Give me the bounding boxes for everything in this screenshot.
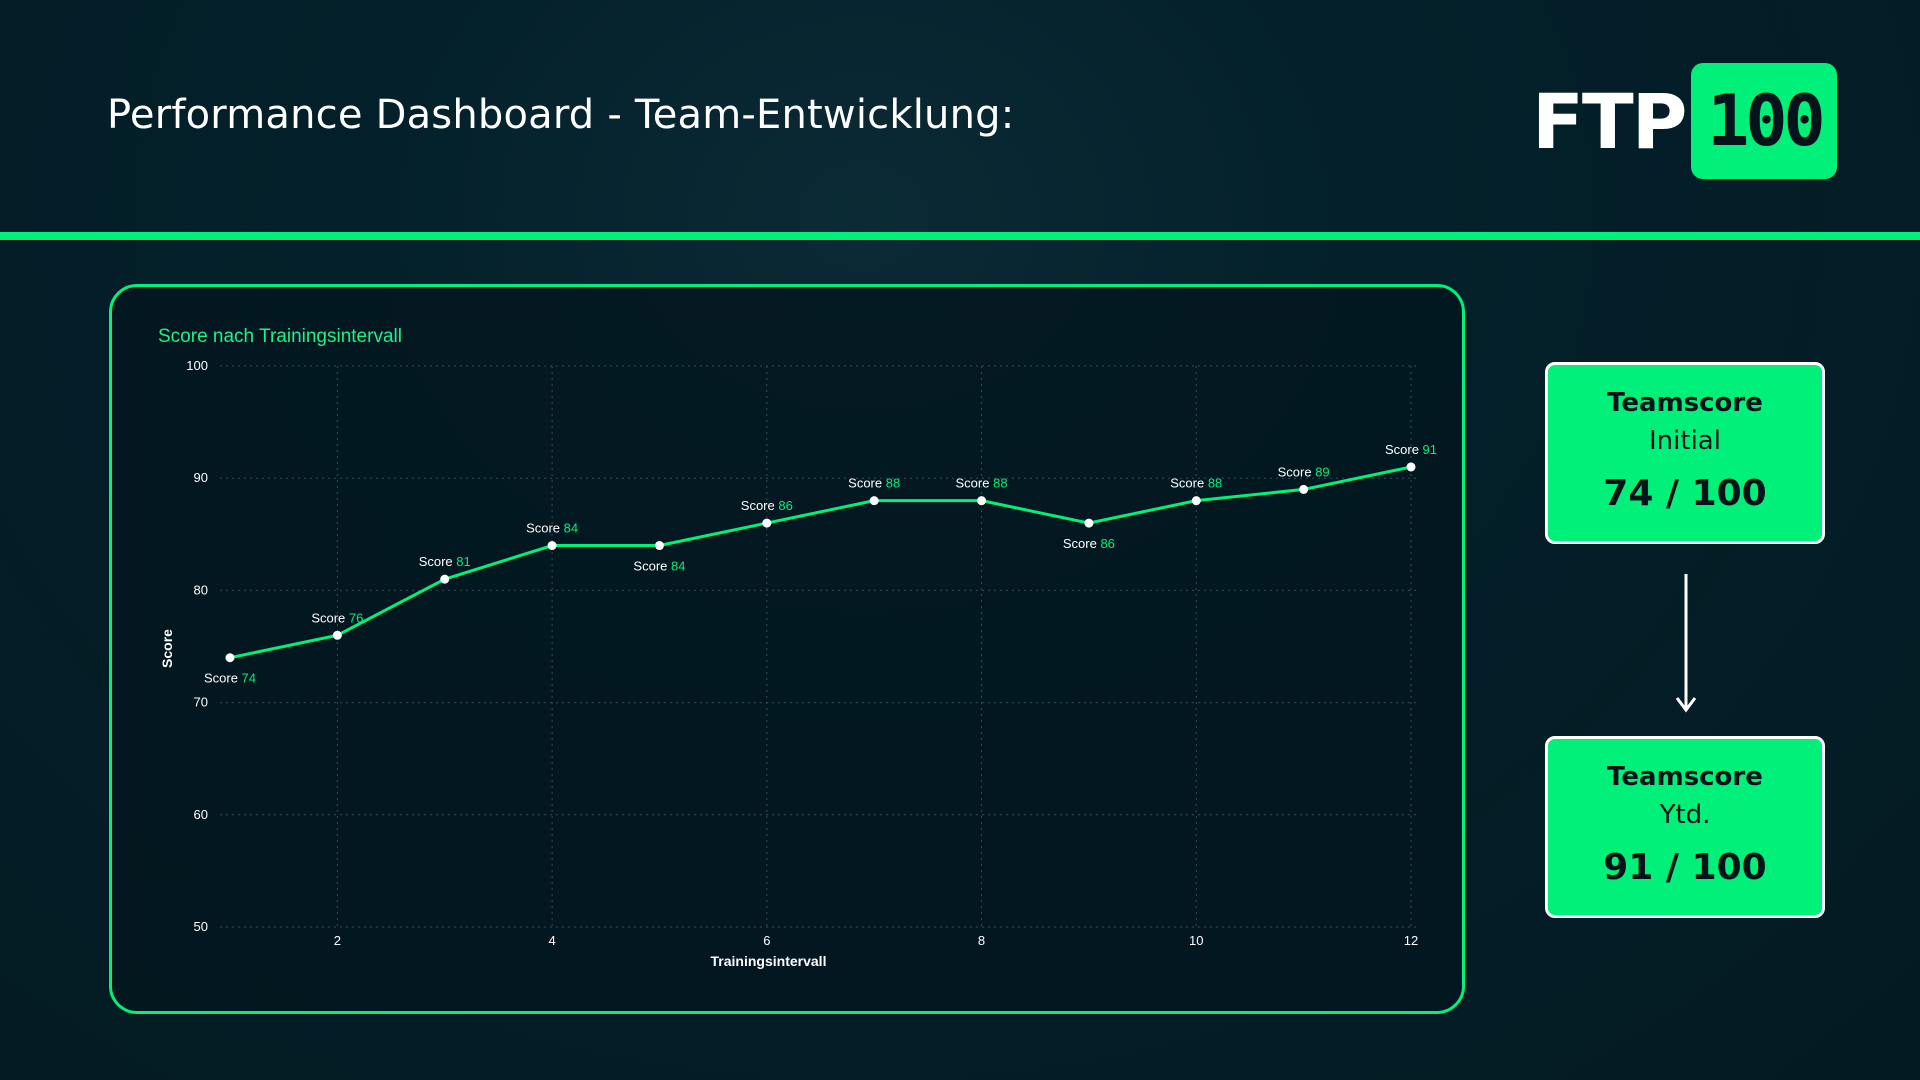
data-label: Score 86 bbox=[1063, 536, 1115, 551]
kpi-teamscore-initial: Teamscore Initial 74 / 100 bbox=[1545, 362, 1825, 544]
y-tick-label: 80 bbox=[194, 582, 208, 597]
kpi-teamscore-ytd: Teamscore Ytd. 91 / 100 bbox=[1545, 736, 1825, 918]
y-tick-label: 70 bbox=[194, 695, 208, 710]
data-point bbox=[977, 496, 987, 506]
page-title: Performance Dashboard - Team-Entwicklung… bbox=[107, 92, 1015, 138]
data-label: Score 76 bbox=[311, 610, 363, 625]
data-label: Score 84 bbox=[526, 521, 578, 536]
data-label: Score 74 bbox=[204, 671, 256, 686]
data-point bbox=[762, 518, 772, 528]
data-label: Score 88 bbox=[1170, 476, 1222, 491]
data-point bbox=[654, 541, 664, 551]
kpi-ytd-value: 91 / 100 bbox=[1603, 847, 1767, 888]
y-tick-label: 90 bbox=[194, 470, 208, 485]
data-point bbox=[547, 541, 557, 551]
y-axis-title: Score bbox=[159, 629, 175, 668]
data-point bbox=[225, 653, 235, 663]
data-point bbox=[1299, 484, 1309, 494]
data-label: Score 88 bbox=[956, 476, 1008, 491]
kpi-ytd-label: Teamscore bbox=[1607, 762, 1763, 792]
kpi-initial-sub: Initial bbox=[1649, 426, 1721, 456]
ftp100-logo: FTP 100 bbox=[1532, 63, 1838, 179]
data-point bbox=[332, 630, 342, 640]
header-divider bbox=[0, 232, 1920, 240]
y-tick-label: 50 bbox=[194, 919, 208, 934]
chart-title: Score nach Trainingsintervall bbox=[158, 326, 402, 347]
data-label: Score 91 bbox=[1385, 442, 1437, 457]
data-label: Score 84 bbox=[633, 559, 685, 574]
x-tick-label: 8 bbox=[978, 933, 985, 948]
data-point bbox=[1406, 462, 1416, 472]
data-point bbox=[1084, 518, 1094, 528]
kpi-ytd-sub: Ytd. bbox=[1659, 800, 1711, 830]
data-label: Score 89 bbox=[1278, 464, 1330, 479]
score-series-line bbox=[229, 465, 1412, 660]
x-tick-label: 2 bbox=[334, 933, 341, 948]
data-point bbox=[1191, 496, 1201, 506]
x-tick-label: 12 bbox=[1404, 933, 1418, 948]
data-point bbox=[440, 574, 450, 584]
data-label: Score 86 bbox=[741, 498, 793, 513]
data-label: Score 88 bbox=[848, 476, 900, 491]
logo-text: FTP bbox=[1532, 76, 1687, 166]
x-axis-title: Trainingsintervall bbox=[711, 953, 827, 969]
x-tick-label: 6 bbox=[763, 933, 770, 948]
logo-badge: 100 bbox=[1691, 63, 1838, 179]
kpi-initial-value: 74 / 100 bbox=[1603, 473, 1767, 514]
arrow-down-icon bbox=[1675, 574, 1697, 713]
y-tick-label: 100 bbox=[186, 358, 208, 373]
kpi-initial-label: Teamscore bbox=[1607, 388, 1763, 418]
y-tick-label: 60 bbox=[194, 807, 208, 822]
chart-panel bbox=[109, 284, 1465, 1014]
data-point bbox=[869, 496, 879, 506]
x-tick-label: 10 bbox=[1189, 933, 1203, 948]
data-label: Score 81 bbox=[419, 554, 471, 569]
x-tick-label: 4 bbox=[548, 933, 555, 948]
